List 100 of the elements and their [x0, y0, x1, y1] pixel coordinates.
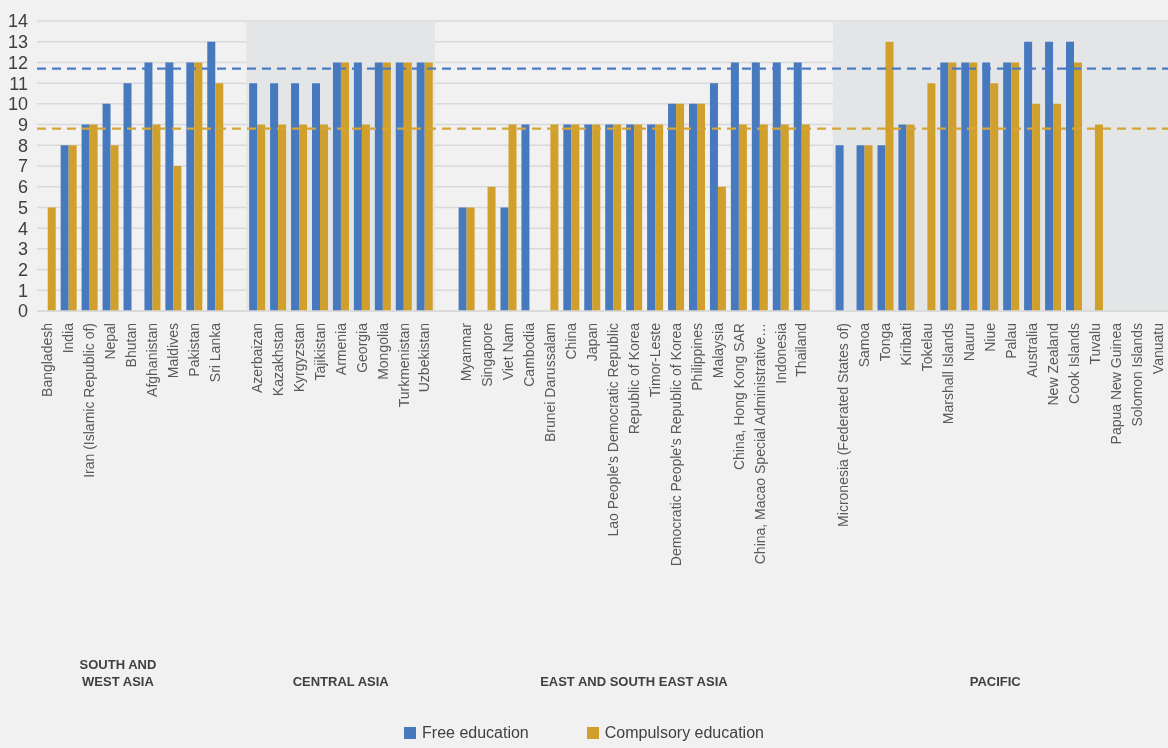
y-tick-label: 6 [17, 177, 28, 198]
y-tick-label: 14 [7, 11, 28, 32]
x-tick-label: Nepal [102, 323, 119, 360]
bar [709, 83, 718, 311]
x-tick-label: Maldives [165, 323, 182, 379]
x-tick-label: New Zealand [1044, 323, 1061, 406]
x-tick-label: Tonga [877, 322, 894, 362]
bar [291, 83, 300, 311]
bar [81, 124, 90, 311]
y-tick-label: 0 [17, 301, 28, 322]
x-tick-label: Cambodia [521, 322, 538, 387]
x-tick-label: Vanuatu [1149, 323, 1166, 375]
y-tick-label: 8 [17, 135, 28, 156]
x-tick-label: China, Macao Special Administrative… [751, 323, 768, 565]
bar [877, 145, 886, 311]
x-tick-label: Brunei Darussalam [542, 323, 559, 443]
x-tick-label: Timor-Leste [646, 322, 663, 398]
x-tick-label: Kiribati [898, 323, 915, 366]
bar [898, 124, 907, 311]
y-tick-label: 9 [17, 114, 28, 135]
bar [173, 166, 182, 311]
bar [856, 145, 865, 311]
x-tick-label: Democratic People's Republic of Korea [667, 322, 684, 567]
legend-label: Compulsory education [604, 724, 764, 742]
x-tick-label: Sri Lanka [207, 322, 224, 383]
bar [110, 145, 119, 311]
bar [689, 103, 697, 311]
x-tick-label: Afghanistan [144, 323, 161, 397]
y-tick-label: 12 [7, 52, 28, 73]
bar [123, 83, 132, 311]
bar [60, 145, 69, 311]
text: PACIFIC [969, 673, 1021, 690]
bar [68, 145, 77, 311]
x-tick-label: China, Hong Kong SAR [730, 323, 747, 471]
y-tick-label: 7 [17, 156, 28, 177]
y-tick-label: 10 [7, 94, 28, 115]
x-tick-label: Viet Nam [500, 323, 517, 381]
x-tick-label: Cook Islands [1065, 323, 1082, 404]
bar [312, 83, 320, 311]
y-tick-label: 13 [7, 32, 28, 53]
bar [835, 145, 844, 311]
bar [270, 83, 279, 311]
bar [249, 83, 258, 311]
x-tick-label: Palau [1002, 323, 1019, 359]
bar [500, 207, 509, 311]
x-tick-label: India [60, 322, 77, 354]
bar [458, 207, 467, 311]
x-tick-label: Singapore [479, 322, 496, 387]
bar [668, 103, 677, 311]
bar [102, 103, 111, 311]
bar [466, 207, 475, 311]
x-tick-label: Japan [584, 323, 601, 362]
x-tick-label: Bangladesh [39, 323, 56, 397]
bar [605, 124, 614, 311]
bar [626, 124, 635, 311]
x-tick-label: Iran (Islamic Republic of) [81, 323, 98, 478]
legend-label: Free education [422, 724, 529, 742]
x-tick-label: Philippines [688, 323, 705, 391]
x-tick-label: Australia [1023, 322, 1040, 378]
x-tick-label: Samoa [856, 322, 873, 368]
text: EAST AND SOUTH EAST ASIA [540, 673, 728, 690]
y-tick-label: 11 [9, 73, 28, 94]
x-tick-label: Solomon Islands [1128, 323, 1145, 427]
bar [717, 186, 726, 311]
x-tick-label: Georgia [353, 322, 370, 373]
x-tick-label: Lao People's Democratic Republic [604, 323, 621, 537]
x-tick-label: Republic of Korea [625, 322, 642, 435]
x-tick-label: Tuvalu [1086, 323, 1103, 365]
x-tick-label: Micronesia (Federated States of) [835, 323, 852, 527]
x-tick-label: Kyrgyzstan [290, 323, 307, 393]
x-tick-label: Marshall Islands [940, 323, 957, 425]
x-tick-label: Turkmenistan [395, 323, 412, 408]
bar [563, 124, 572, 311]
x-tick-label: China [563, 322, 580, 360]
x-tick-label: Bhutan [123, 323, 140, 368]
x-tick-label: Tajikistan [311, 323, 328, 381]
y-tick-label: 5 [17, 197, 28, 218]
bar [487, 186, 496, 311]
bar [47, 207, 56, 311]
x-tick-label: Azerbaizan [248, 323, 265, 394]
x-tick-label: Nauru [961, 323, 978, 362]
x-tick-label: Uzbekistan [416, 323, 433, 393]
x-tick-label: Mongolia [374, 322, 391, 380]
bar [647, 124, 656, 311]
x-tick-label: Tokelau [919, 323, 936, 372]
x-tick-label: Indonesia [772, 322, 789, 384]
bar [584, 124, 593, 311]
x-tick-label: Kazakhstan [269, 323, 286, 397]
x-tick-label: Armenia [332, 322, 349, 376]
x-tick-label: Niue [981, 322, 998, 352]
y-tick-label: 2 [17, 259, 28, 280]
x-tick-label: Myanmar [458, 322, 475, 382]
y-tick-label: 3 [17, 239, 28, 260]
text: CENTRAL ASIA [292, 673, 389, 690]
x-tick-label: Malaysia [709, 322, 726, 379]
x-tick-label: Papua New Guinea [1107, 322, 1124, 445]
y-tick-label: 1 [17, 280, 28, 301]
bar [864, 145, 873, 311]
x-tick-label: Pakistan [186, 323, 203, 377]
bar [521, 124, 530, 311]
